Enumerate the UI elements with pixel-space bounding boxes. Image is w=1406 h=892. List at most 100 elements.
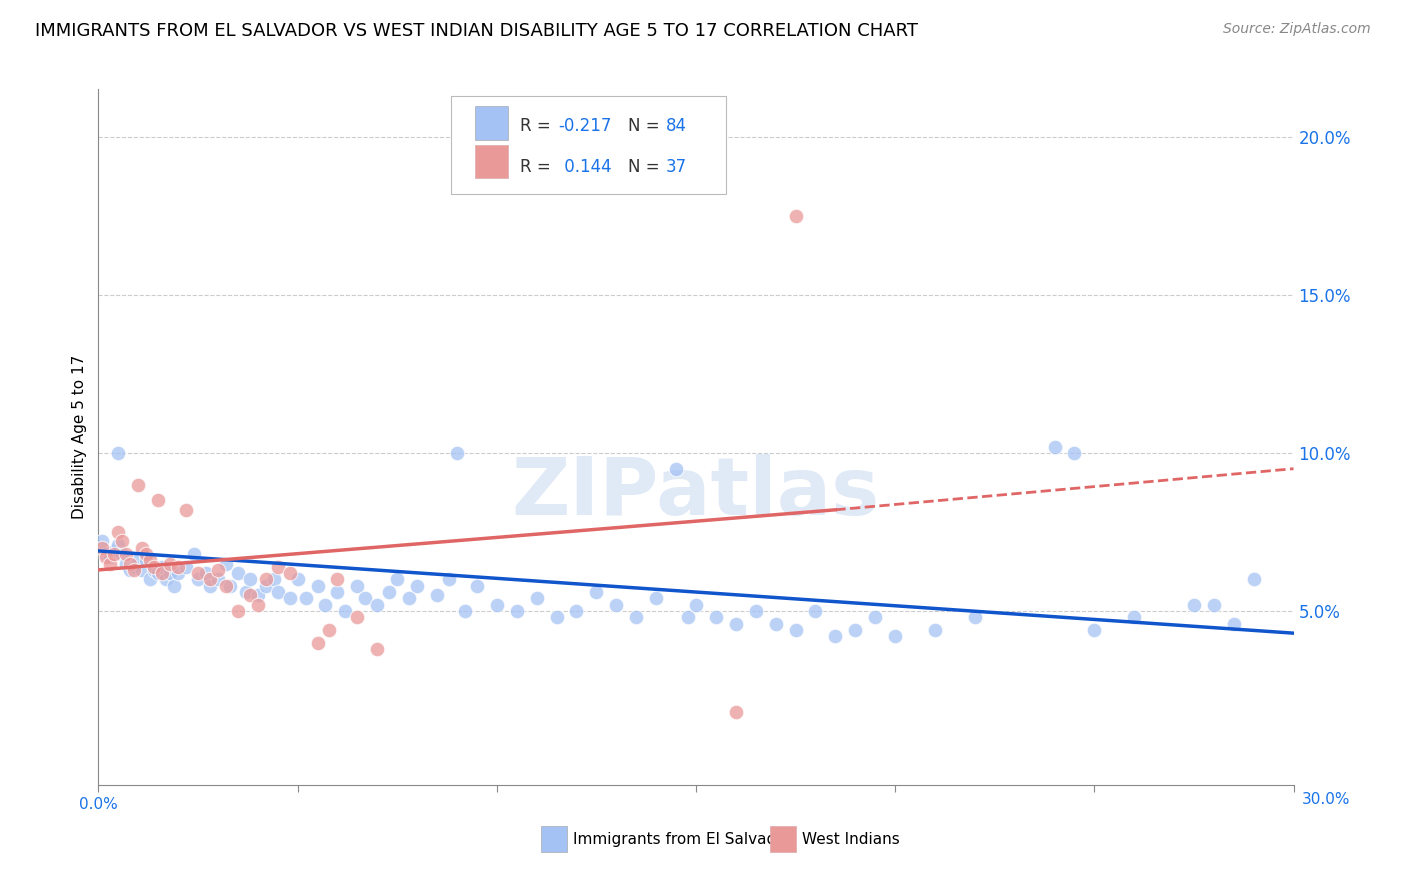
Point — [143, 559, 166, 574]
Point — [124, 559, 146, 574]
Point — [1202, 598, 1225, 612]
Point — [844, 623, 866, 637]
Point — [307, 579, 329, 593]
Point — [676, 610, 699, 624]
Point — [546, 610, 568, 624]
Point — [91, 534, 114, 549]
Point — [127, 553, 149, 567]
Point — [226, 566, 249, 580]
Point — [150, 559, 173, 574]
Point — [307, 635, 329, 649]
Point — [235, 585, 257, 599]
Point — [239, 588, 262, 602]
Point — [1223, 616, 1246, 631]
Point — [278, 566, 301, 580]
Point — [207, 573, 229, 587]
Point — [115, 557, 138, 571]
Point — [385, 573, 409, 587]
Point — [1043, 440, 1066, 454]
Point — [239, 573, 262, 587]
Point — [159, 566, 181, 580]
Point — [824, 629, 846, 643]
Point — [1083, 623, 1105, 637]
Bar — [475, 145, 509, 178]
Text: Source: ZipAtlas.com: Source: ZipAtlas.com — [1223, 22, 1371, 37]
Point — [107, 538, 129, 552]
Point — [406, 579, 429, 593]
Text: 37: 37 — [666, 158, 688, 176]
Y-axis label: Disability Age 5 to 17: Disability Age 5 to 17 — [72, 355, 87, 519]
Point — [163, 579, 186, 593]
Point — [346, 579, 368, 593]
Point — [1063, 446, 1085, 460]
Point — [366, 642, 388, 657]
Point — [465, 579, 488, 593]
Point — [120, 557, 142, 571]
Point — [159, 557, 181, 571]
Point — [219, 579, 242, 593]
Point — [107, 446, 129, 460]
Point — [454, 604, 477, 618]
Point — [187, 573, 209, 587]
Point — [148, 493, 170, 508]
FancyBboxPatch shape — [451, 96, 725, 194]
Point — [131, 541, 153, 555]
Point — [287, 573, 309, 587]
Point — [98, 557, 122, 571]
Point — [167, 566, 190, 580]
Point — [1123, 610, 1146, 624]
Point — [124, 563, 146, 577]
Point — [226, 604, 249, 618]
Point — [150, 566, 173, 580]
Point — [685, 598, 707, 612]
Point — [446, 446, 468, 460]
Point — [254, 573, 277, 587]
Point — [267, 585, 290, 599]
Point — [91, 541, 114, 555]
Text: Immigrants from El Salvador: Immigrants from El Salvador — [572, 831, 792, 847]
Text: IMMIGRANTS FROM EL SALVADOR VS WEST INDIAN DISABILITY AGE 5 TO 17 CORRELATION CH: IMMIGRANTS FROM EL SALVADOR VS WEST INDI… — [35, 22, 918, 40]
Bar — [541, 826, 567, 853]
Text: West Indians: West Indians — [803, 831, 900, 847]
Point — [626, 610, 648, 624]
Point — [135, 547, 157, 561]
Point — [565, 604, 588, 618]
Point — [111, 547, 134, 561]
Point — [865, 610, 887, 624]
Point — [704, 610, 727, 624]
Point — [724, 616, 747, 631]
Point — [437, 573, 460, 587]
Point — [174, 503, 197, 517]
Point — [135, 553, 157, 567]
Point — [346, 610, 368, 624]
Point — [785, 209, 807, 223]
Text: 30.0%: 30.0% — [1302, 792, 1350, 807]
Point — [131, 563, 153, 577]
Point — [198, 579, 221, 593]
Point — [107, 524, 129, 539]
Point — [426, 588, 449, 602]
Point — [318, 623, 340, 637]
Point — [267, 559, 290, 574]
Text: 84: 84 — [666, 118, 688, 136]
Point — [605, 598, 627, 612]
Point — [139, 573, 162, 587]
Point — [120, 563, 142, 577]
Point — [1182, 598, 1205, 612]
Point — [207, 563, 229, 577]
Point — [103, 544, 125, 558]
Point — [398, 591, 420, 606]
Point — [724, 705, 747, 719]
Point — [315, 598, 337, 612]
Point — [645, 591, 668, 606]
Point — [198, 573, 221, 587]
Point — [215, 579, 238, 593]
Point — [143, 563, 166, 577]
Bar — [770, 826, 796, 853]
Point — [745, 604, 768, 618]
Point — [765, 616, 787, 631]
Text: R =: R = — [520, 118, 557, 136]
Point — [96, 547, 118, 561]
Point — [195, 566, 218, 580]
Point — [1243, 573, 1265, 587]
